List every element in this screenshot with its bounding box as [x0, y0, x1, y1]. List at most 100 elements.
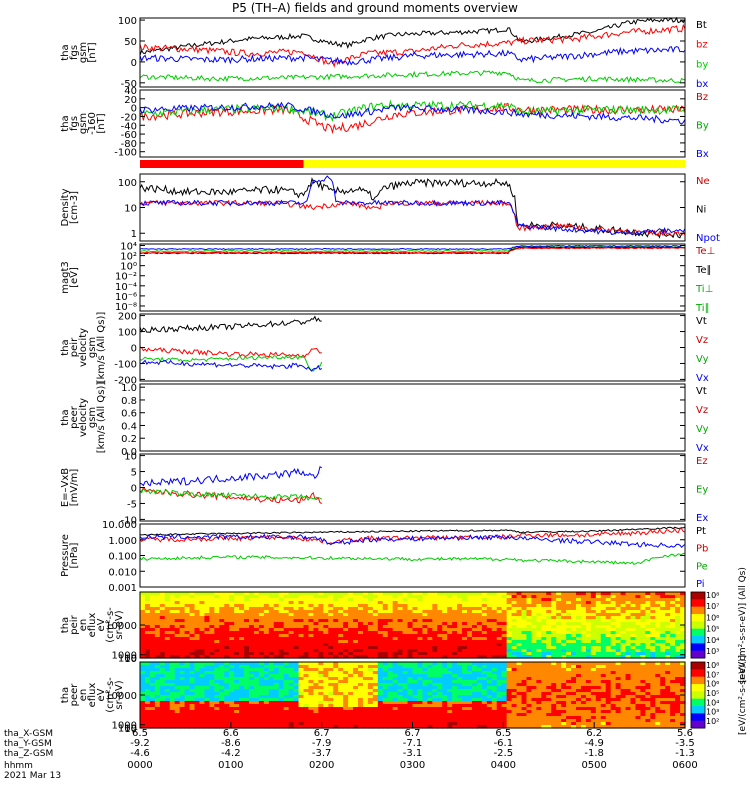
spectrogram-cell	[511, 652, 518, 656]
spectrogram-cell	[680, 646, 686, 650]
spectrogram-cell	[353, 634, 359, 638]
spectrogram-cell	[333, 668, 339, 672]
spectrogram-cell	[600, 655, 607, 659]
spectrogram-cell	[576, 604, 582, 608]
spectrogram-cell	[229, 674, 235, 678]
spectrogram-cell	[298, 628, 305, 632]
spectrogram-cell	[278, 725, 285, 729]
spectrogram-cell	[258, 671, 265, 675]
spectrogram-cell	[546, 598, 552, 602]
y-tick-label: 0.4	[121, 421, 137, 432]
spectrogram-cell	[258, 680, 265, 684]
y-axis-label: velocity	[78, 328, 89, 367]
spectrogram-cell	[476, 649, 483, 653]
spectrogram-cell	[580, 725, 587, 729]
spectrogram-cell	[467, 646, 473, 650]
spectrogram-cell	[536, 625, 542, 629]
spectrogram-cell	[194, 625, 201, 629]
spectrogram-cell	[511, 649, 518, 653]
spectrogram-cell	[159, 649, 166, 653]
spectrogram-cell	[576, 601, 582, 605]
spectrogram-cell	[471, 695, 478, 699]
spectrogram-cell	[452, 622, 458, 626]
spectrogram-cell	[501, 640, 508, 644]
spectrogram-cell	[447, 604, 453, 608]
spectrogram-cell	[481, 610, 488, 614]
spectrogram-cell	[323, 701, 329, 705]
spectrogram-cell	[501, 595, 508, 599]
spectrogram-cell	[278, 655, 285, 659]
spectrogram-cell	[491, 634, 498, 638]
spectrogram-cell	[372, 695, 379, 699]
spectrogram-cell	[244, 692, 250, 696]
spectrogram-cell	[303, 619, 310, 623]
spectrogram-cell	[159, 604, 166, 608]
spectrogram-cell	[258, 631, 265, 635]
spectrogram-cell	[184, 616, 191, 620]
spectrogram-cell	[665, 649, 671, 653]
spectrogram-cell	[491, 680, 498, 684]
spectrogram-cell	[382, 634, 389, 638]
series-line-Ti⊥	[139, 244, 686, 251]
spectrogram-cell	[189, 607, 196, 611]
spectrogram-cell	[655, 625, 661, 629]
spectrogram-cell	[556, 619, 562, 623]
spectrogram-cell	[447, 683, 453, 687]
spectrogram-cell	[164, 592, 171, 596]
spectrogram-cell	[253, 655, 260, 659]
spectrogram-cell	[273, 628, 280, 632]
spectrogram-cell	[501, 601, 508, 605]
spectrogram-cell	[174, 692, 181, 696]
spectrogram-cell	[358, 698, 364, 702]
spectrogram-cell	[382, 680, 389, 684]
spectrogram-cell	[179, 601, 186, 605]
spectrogram-cell	[645, 680, 651, 684]
spectrogram-cell	[194, 619, 201, 623]
spectrogram-cell	[501, 652, 508, 656]
spectrogram-cell	[298, 719, 305, 723]
spectrogram-cell	[333, 716, 339, 720]
spectrogram-cell	[462, 637, 468, 641]
spectrogram-cell	[585, 683, 592, 687]
spectrogram-cell	[585, 698, 592, 702]
spectrogram-cell	[199, 698, 206, 702]
spectrogram-cell	[402, 713, 409, 717]
spectrogram-cell	[561, 637, 567, 641]
y-axis-label: fgs	[69, 116, 80, 131]
spectrogram-cell	[144, 722, 151, 726]
spectrogram-cell	[229, 701, 235, 705]
spectrogram-cell	[214, 652, 220, 656]
spectrogram-cell	[511, 725, 518, 729]
spectrogram-cell	[313, 595, 319, 599]
spectrogram-cell	[278, 665, 285, 669]
spectrogram-cell	[377, 707, 384, 711]
spectrogram-cell	[253, 646, 260, 650]
spectrogram-cell	[521, 613, 528, 617]
spectrogram-cell	[600, 701, 607, 705]
spectrogram-cell	[407, 640, 414, 644]
spectrogram-cell	[452, 668, 458, 672]
spectrogram-cell	[214, 716, 220, 720]
spectrogram-cell	[640, 598, 646, 602]
spectrogram-cell	[244, 622, 250, 626]
spectrogram-cell	[367, 592, 374, 596]
spectrogram-cell	[442, 610, 448, 614]
spectrogram-cell	[154, 595, 161, 599]
spectrogram-cell	[402, 716, 409, 720]
spectrogram-cell	[590, 616, 597, 620]
spectrogram-cell	[333, 674, 339, 678]
y-tick-label: 10	[124, 654, 137, 665]
spectrogram-cell	[427, 686, 433, 690]
spectrogram-cell	[283, 683, 290, 687]
spectrogram-cell	[199, 616, 206, 620]
spectrogram-cell	[457, 662, 463, 666]
spectrogram-cell	[194, 652, 201, 656]
spectrogram-cell	[531, 625, 537, 629]
spectrogram-cell	[169, 604, 176, 608]
spectrogram-cell	[377, 671, 384, 675]
spectrogram-cell	[214, 689, 220, 693]
spectrogram-cell	[462, 607, 468, 611]
spectrogram-cell	[452, 722, 458, 726]
spectrogram-cell	[333, 625, 339, 629]
spectrogram-cell	[437, 628, 443, 632]
